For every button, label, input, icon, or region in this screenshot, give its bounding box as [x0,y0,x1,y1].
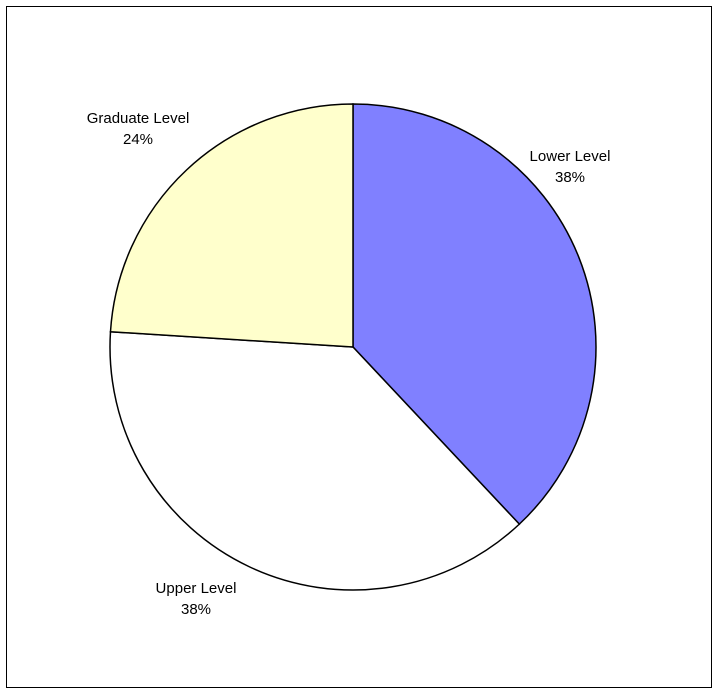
slice-label-graduate-level: Graduate Level [87,110,190,127]
pie-slice-graduate-level [109,103,354,348]
slice-percent-lower-level: 38% [555,169,585,186]
slice-label-lower-level: Lower Level [530,148,611,165]
slice-label-upper-level: Upper Level [156,580,237,597]
slice-percent-graduate-level: 24% [123,131,153,148]
pie-slice-upper-level [109,330,521,591]
slice-percent-upper-level: 38% [181,601,211,618]
pie-slice-lower-level [352,103,597,526]
